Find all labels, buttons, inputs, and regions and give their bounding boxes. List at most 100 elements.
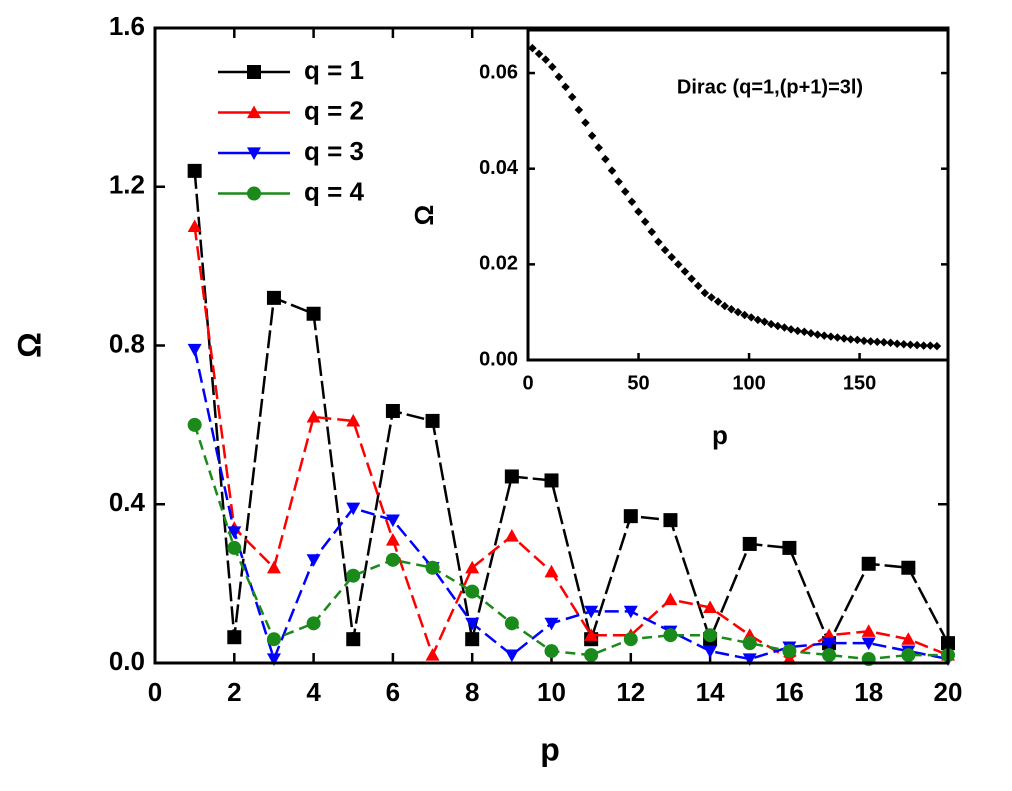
marker (425, 648, 440, 661)
marker (425, 560, 440, 575)
y-tick-label: 0.04 (479, 157, 519, 179)
plot-frame (526, 28, 950, 362)
marker (346, 632, 361, 647)
marker (465, 632, 480, 647)
marker (385, 532, 400, 546)
marker (879, 338, 889, 347)
series-line (193, 170, 950, 647)
marker (346, 413, 361, 427)
marker (306, 554, 321, 567)
marker (703, 628, 718, 643)
series-line (193, 226, 949, 661)
marker (266, 653, 281, 667)
marker (742, 653, 757, 667)
marker (733, 307, 743, 317)
marker (227, 540, 242, 555)
marker (742, 636, 757, 651)
x-tick-label: 12 (616, 677, 645, 707)
legend-label: q = 2 (304, 95, 364, 125)
x-tick-label: 6 (386, 677, 400, 707)
marker (425, 413, 440, 428)
marker (873, 337, 882, 347)
y-axis-label: Ω (11, 332, 47, 358)
marker (720, 301, 729, 311)
marker (623, 632, 638, 647)
marker (760, 317, 769, 326)
marker (504, 469, 519, 484)
marker (623, 605, 638, 619)
marker (786, 325, 796, 334)
marker (806, 328, 816, 338)
marker (544, 644, 559, 659)
marker (713, 297, 723, 306)
y-tick-label: 0.00 (479, 348, 518, 370)
marker (753, 315, 763, 325)
marker (385, 552, 400, 567)
marker (187, 343, 202, 357)
marker (906, 340, 915, 349)
marker (504, 649, 519, 663)
x-tick-label: 20 (934, 677, 963, 707)
marker (544, 564, 559, 578)
marker (187, 163, 202, 178)
marker (822, 637, 837, 651)
marker (266, 560, 281, 574)
marker (846, 335, 855, 344)
marker (780, 323, 789, 332)
marker (892, 339, 902, 348)
marker (899, 339, 909, 349)
marker (247, 147, 261, 160)
marker (853, 335, 862, 345)
marker (707, 293, 716, 302)
marker (623, 509, 638, 524)
marker (861, 556, 876, 571)
marker (680, 267, 690, 276)
x-tick-label: 14 (696, 677, 725, 707)
y-tick-label: 0.4 (109, 487, 146, 517)
marker (727, 305, 736, 314)
marker (866, 337, 875, 346)
y-tick-label: 1.2 (109, 170, 145, 200)
marker (247, 186, 261, 201)
marker (703, 600, 718, 614)
x-tick-label: 8 (465, 677, 479, 707)
marker (800, 327, 809, 337)
y-tick-label: 0.02 (479, 253, 518, 275)
marker (700, 288, 710, 298)
x-axis-label: p (540, 731, 560, 767)
marker (306, 306, 321, 321)
marker (346, 502, 361, 516)
y-tick-label: 0.8 (109, 328, 145, 358)
x-tick-label: 150 (843, 372, 876, 394)
marker (747, 313, 756, 322)
marker (663, 592, 678, 606)
marker (782, 652, 797, 665)
marker (740, 310, 749, 320)
marker (859, 336, 869, 346)
marker (782, 644, 797, 659)
marker (465, 617, 480, 631)
x-tick-label: 10 (537, 677, 566, 707)
y-tick-label: 1.6 (109, 11, 145, 41)
marker (584, 605, 599, 619)
marker (465, 560, 480, 574)
marker (663, 628, 678, 643)
y-tick-label: 0.06 (479, 61, 518, 83)
marker (187, 417, 202, 432)
marker (306, 409, 321, 423)
marker (839, 334, 849, 343)
marker (266, 290, 281, 305)
marker (504, 616, 519, 631)
marker (266, 632, 281, 647)
marker (773, 321, 783, 331)
marker (504, 529, 519, 542)
x-tick-label: 0 (522, 372, 533, 394)
marker (227, 630, 242, 645)
series-line (193, 349, 949, 663)
marker (901, 632, 916, 645)
annotation: Dirac (q=1,(p+1)=3l) (677, 76, 863, 98)
marker (687, 274, 696, 283)
marker (861, 637, 876, 651)
marker (742, 536, 757, 551)
